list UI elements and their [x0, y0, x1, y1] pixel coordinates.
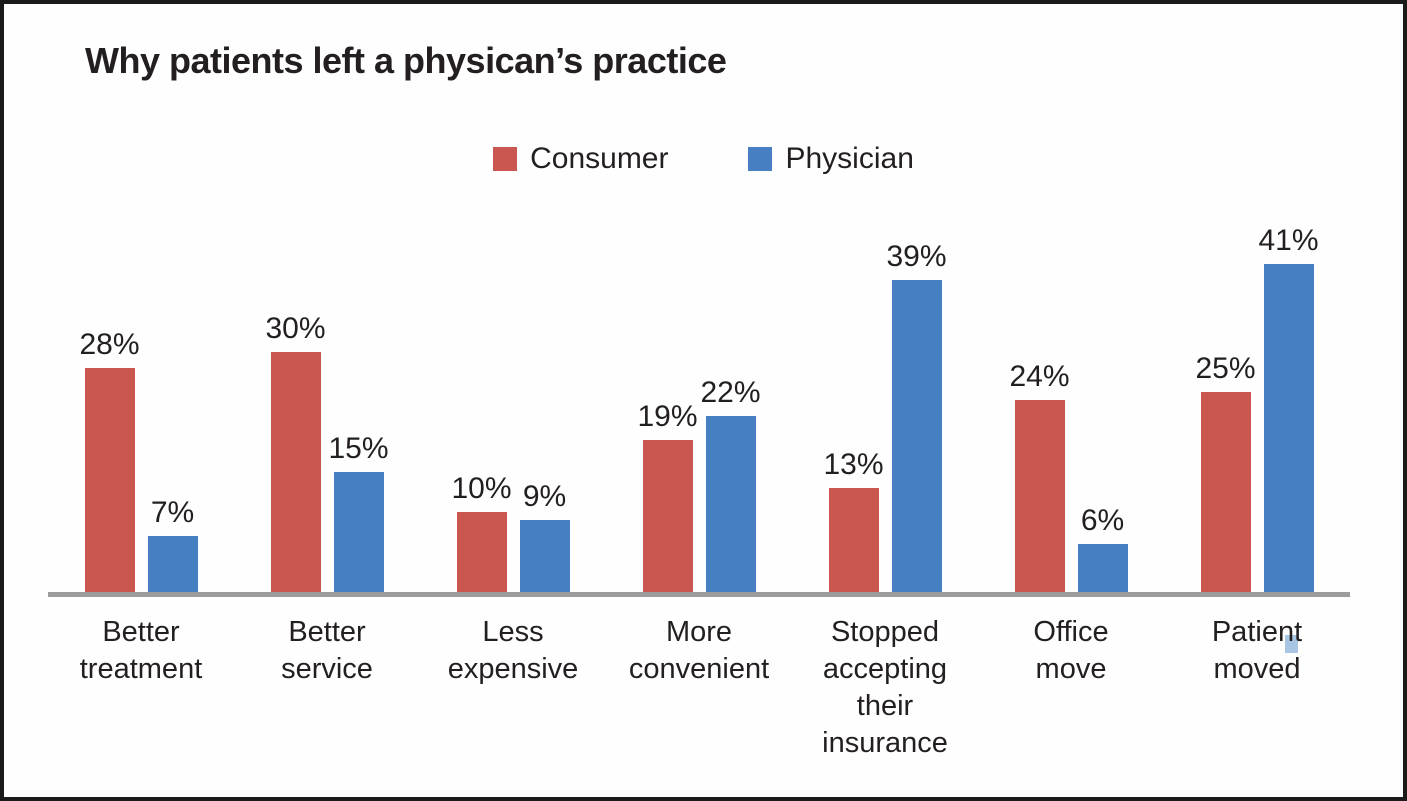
- category-label-better-treatment: Better treatment: [79, 616, 203, 685]
- bar-value-label: 6%: [1080, 504, 1125, 537]
- physician-bar: [705, 416, 756, 592]
- legend-item-consumer: Consumer: [493, 142, 668, 176]
- bar-group-office-move: 24% 6% Office move: [978, 4, 1164, 797]
- bars-row: 13% 39%: [792, 241, 978, 592]
- physician-bar: [519, 520, 570, 592]
- legend: Consumer Physician: [4, 142, 1403, 176]
- bar-value-label: 22%: [700, 376, 761, 409]
- bars-row: 10% 9%: [420, 473, 606, 592]
- bar-value-label: 39%: [886, 240, 947, 273]
- legend-label-consumer: Consumer: [530, 142, 669, 175]
- bar-column-physician: 22%: [700, 377, 761, 592]
- category-label-office-move: Office move: [1033, 616, 1109, 685]
- bar-column-physician: 15%: [328, 433, 389, 592]
- category-label-better-service: Better service: [281, 616, 373, 685]
- physician-bar: [1077, 544, 1128, 592]
- category-label-less-expensive: Less expensive: [447, 616, 579, 685]
- consumer-bar: [1200, 392, 1251, 592]
- bar-value-label: 28%: [79, 328, 140, 361]
- bar-group-stopped-accepting-their-insurance: 13% 39% Stopped accepting their insurance: [792, 4, 978, 797]
- bar-group-patient-moved: 25% 41% Patient moved: [1164, 4, 1350, 797]
- physician-swatch-icon: [748, 147, 773, 171]
- category-label-more-convenient: More convenient: [628, 616, 770, 685]
- physician-bar: [891, 280, 942, 592]
- consumer-bar: [456, 512, 507, 592]
- physician-bar: [333, 472, 384, 592]
- bar-value-label: 30%: [265, 312, 326, 345]
- category-label-patient-moved: Patient moved: [1211, 616, 1303, 685]
- consumer-bar: [84, 368, 135, 592]
- bar-value-label: 9%: [522, 480, 567, 513]
- bar-value-label: 19%: [637, 400, 698, 433]
- bar-column-physician: 39%: [886, 241, 947, 592]
- consumer-swatch-icon: [493, 147, 518, 171]
- bar-group-more-convenient: 19% 22% More convenient: [606, 4, 792, 797]
- highlight-artifact: [1285, 635, 1298, 653]
- bar-column-physician: 9%: [519, 480, 570, 592]
- bars-row: 25% 41%: [1164, 225, 1350, 592]
- category-label-stopped-accepting-their-insurance: Stopped accepting their insurance: [822, 616, 948, 759]
- bar-column-consumer: 30%: [265, 313, 326, 592]
- consumer-bar: [828, 488, 879, 592]
- legend-item-physician: Physician: [748, 142, 914, 176]
- bar-column-consumer: 10%: [451, 473, 512, 592]
- bar-column-consumer: 19%: [637, 401, 698, 592]
- bar-group-less-expensive: 10% 9% Less expensive: [420, 4, 606, 797]
- consumer-bar: [270, 352, 321, 592]
- physician-bar: [1263, 264, 1314, 592]
- consumer-bar: [642, 440, 693, 592]
- x-axis-line: [48, 592, 1350, 597]
- bar-column-physician: 6%: [1077, 504, 1128, 592]
- bar-value-label: 15%: [328, 432, 389, 465]
- physician-bar: [147, 536, 198, 592]
- bars-row: 30% 15%: [234, 313, 420, 592]
- bar-column-consumer: 25%: [1195, 353, 1256, 592]
- bar-group-better-treatment: 28% 7% Better treatment: [48, 4, 234, 797]
- bar-value-label: 13%: [823, 448, 884, 481]
- bar-value-label: 10%: [451, 472, 512, 505]
- bar-group-better-service: 30% 15% Better service: [234, 4, 420, 797]
- bar-column-consumer: 24%: [1009, 361, 1070, 592]
- bar-column-consumer: 28%: [79, 329, 140, 592]
- bar-value-label: 7%: [150, 496, 195, 529]
- bar-value-label: 25%: [1195, 352, 1256, 385]
- plot-area: 28% 7% Better treatment 30% 15% Better service 1…: [48, 4, 1350, 797]
- bar-value-label: 24%: [1009, 360, 1070, 393]
- bars-row: 19% 22%: [606, 377, 792, 592]
- bars-row: 24% 6%: [978, 361, 1164, 592]
- bar-column-physician: 41%: [1258, 225, 1319, 592]
- legend-label-physician: Physician: [785, 142, 914, 175]
- chart-title: Why patients left a physican’s practice: [85, 40, 727, 81]
- consumer-bar: [1014, 400, 1065, 592]
- bar-value-label: 41%: [1258, 224, 1319, 257]
- bar-column-physician: 7%: [147, 496, 198, 592]
- bar-column-consumer: 13%: [823, 449, 884, 592]
- bars-row: 28% 7%: [48, 329, 234, 592]
